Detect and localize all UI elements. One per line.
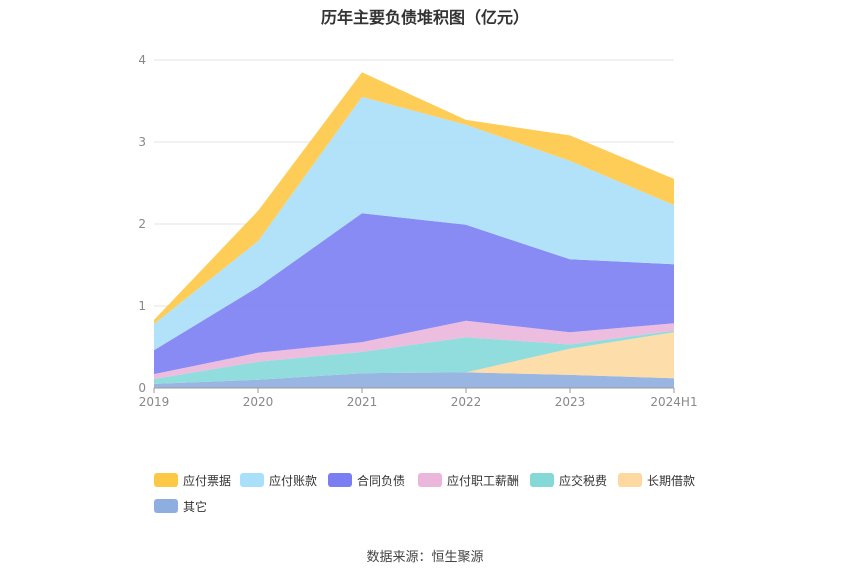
y-tick-label: 3	[138, 135, 146, 149]
y-tick-label: 4	[138, 53, 146, 67]
legend-swatch	[618, 473, 642, 487]
legend-item[interactable]: 长期借款	[618, 472, 695, 488]
legend-item[interactable]: 应付职工薪酬	[418, 472, 519, 488]
x-tick-label: 2021	[347, 395, 378, 409]
legend-swatch	[418, 473, 442, 487]
y-tick-label: 2	[138, 217, 146, 231]
area-series-1	[154, 332, 674, 384]
x-tick-label: 2022	[451, 395, 482, 409]
legend-label: 合同负债	[357, 473, 406, 488]
area-series-5	[154, 96, 674, 351]
legend-item[interactable]: 其它	[154, 498, 207, 514]
area-series-6	[154, 72, 674, 324]
legend-label: 应付票据	[183, 473, 232, 488]
data-source: 数据来源：恒生聚源	[366, 550, 484, 565]
legend-item[interactable]: 合同负债	[328, 472, 405, 488]
x-tick-label: 2019	[139, 395, 170, 409]
stacked-areas	[154, 72, 674, 388]
y-axis-ticks: 0 1 2 3 4	[138, 53, 146, 395]
x-axis-ticks: 2019 2020 2021 2022 2023 2024H1	[139, 395, 698, 409]
legend-label: 应付职工薪酬	[447, 473, 520, 488]
x-tick-label: 2024H1	[650, 395, 697, 409]
legend-item[interactable]: 应付票据	[154, 472, 231, 488]
legend-item[interactable]: 应交税费	[530, 472, 607, 488]
legend-swatch	[154, 473, 178, 487]
y-tick-label: 1	[138, 299, 146, 313]
x-axis	[153, 387, 675, 393]
legend-label: 其它	[183, 499, 208, 514]
legend-swatch	[530, 473, 554, 487]
area-series-2	[154, 330, 674, 384]
legend-label: 长期借款	[647, 473, 696, 488]
legend-label: 应付账款	[269, 473, 318, 488]
x-tick-label: 2023	[555, 395, 586, 409]
area-series-4	[154, 213, 674, 375]
x-tick-label: 2020	[243, 395, 274, 409]
chart-title: 历年主要负债堆积图（亿元）	[320, 8, 529, 27]
legend-item[interactable]: 应付账款	[240, 472, 317, 488]
legend-swatch	[240, 473, 264, 487]
area-series-3	[154, 320, 674, 379]
legend-swatch	[328, 473, 352, 487]
legend-label: 应交税费	[559, 473, 608, 488]
y-tick-label: 0	[138, 381, 146, 395]
legend-swatch	[154, 499, 178, 513]
chart-area: 0 1 2 3 4 2019 2020 2021 2022 2023 2024H1	[138, 53, 698, 409]
area-series-0	[154, 372, 674, 388]
